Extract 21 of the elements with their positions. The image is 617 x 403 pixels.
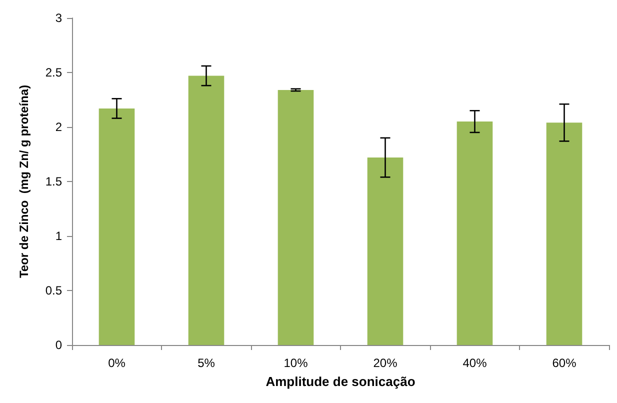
y-tick-label: 3 <box>55 11 62 25</box>
bar <box>367 158 404 345</box>
bar <box>546 122 582 345</box>
bar <box>278 90 314 345</box>
y-tick-label: 2.5 <box>45 66 62 80</box>
x-tick-label: 60% <box>552 356 577 370</box>
x-tick-label: 20% <box>373 356 398 370</box>
x-tick-label: 0% <box>108 356 126 370</box>
y-axis-title: Teor de Zinco (mg Zn/ g proteína) <box>17 84 31 278</box>
x-tick-label: 10% <box>284 356 308 370</box>
x-tick-label: 5% <box>198 356 216 370</box>
y-tick-label: 0 <box>55 338 62 352</box>
x-tick-label: 40% <box>462 356 488 370</box>
bar <box>98 108 135 345</box>
x-axis-title: Amplitude de sonicação <box>266 374 416 389</box>
y-tick-label: 2 <box>55 120 62 134</box>
y-tick-label: 0.5 <box>45 284 62 298</box>
y-tick-label: 1.5 <box>45 174 62 188</box>
bar <box>188 76 224 345</box>
y-tick-label: 1 <box>55 229 62 243</box>
bar <box>456 122 493 345</box>
